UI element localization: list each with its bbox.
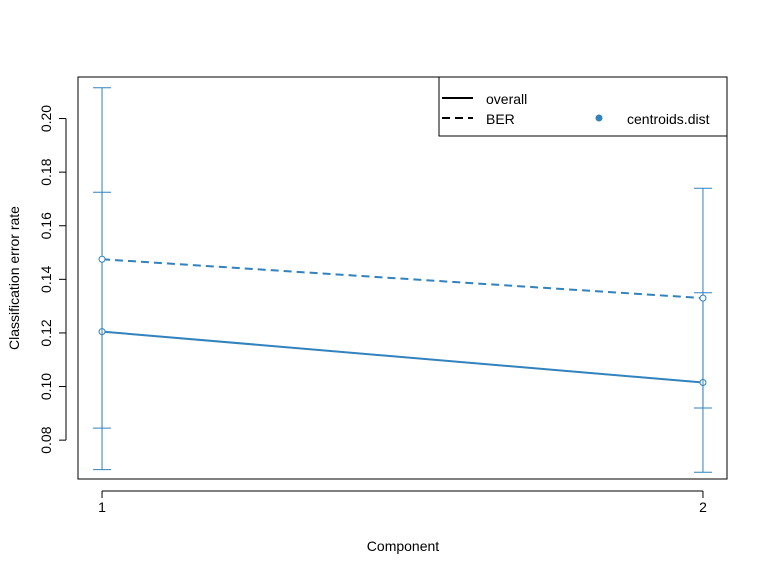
legend-label-centroids-dist: centroids.dist bbox=[627, 111, 710, 127]
legend-swatch-centroids-dist bbox=[595, 114, 603, 122]
y-tick-label: 0.10 bbox=[38, 373, 54, 400]
legend-label-ber: BER bbox=[486, 111, 515, 127]
y-tick-label: 0.12 bbox=[38, 319, 54, 346]
y-tick-label: 0.14 bbox=[38, 266, 54, 293]
series-ber bbox=[93, 87, 712, 473]
chart-marks bbox=[93, 87, 712, 473]
x-tick-label: 2 bbox=[699, 499, 707, 515]
series-line-overall bbox=[101, 330, 704, 384]
series-line-ber bbox=[101, 258, 704, 300]
legend: overall BER centroids.dist bbox=[438, 76, 728, 137]
data-point-ber bbox=[699, 294, 707, 302]
legend-box bbox=[438, 76, 728, 137]
y-tick-label: 0.08 bbox=[38, 426, 54, 453]
y-tick-label: 0.20 bbox=[38, 105, 54, 132]
x-axis-title: Component bbox=[367, 538, 439, 554]
y-axis-title: Classification error rate bbox=[6, 206, 22, 350]
data-point-ber bbox=[98, 255, 106, 263]
y-axis: 0.08 0.10 0.12 0.14 0.16 0.18 0.20 bbox=[38, 105, 67, 454]
legend-label-overall: overall bbox=[486, 91, 527, 107]
series-overall bbox=[93, 191, 712, 429]
y-tick-label: 0.16 bbox=[38, 212, 54, 239]
y-tick-label: 0.18 bbox=[38, 158, 54, 185]
x-tick-label: 1 bbox=[98, 499, 106, 515]
plot-frame bbox=[77, 76, 728, 480]
